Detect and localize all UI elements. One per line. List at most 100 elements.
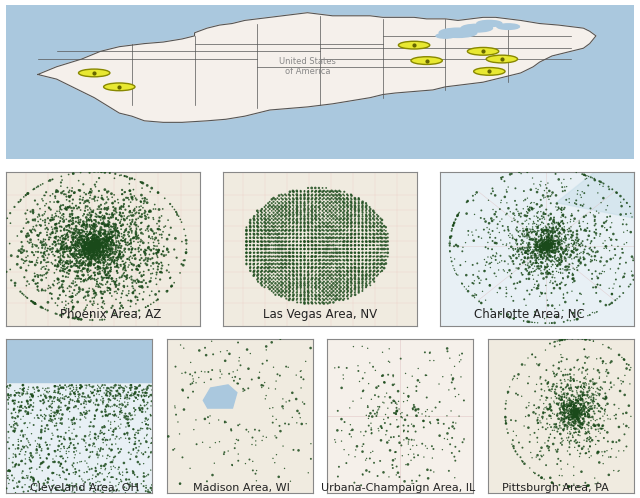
Point xyxy=(95,243,106,251)
Point xyxy=(77,247,88,255)
Point xyxy=(104,243,114,250)
Point xyxy=(74,213,84,221)
Point xyxy=(278,211,288,219)
Point xyxy=(572,405,582,413)
Point xyxy=(511,227,522,235)
Point xyxy=(72,415,82,423)
Point xyxy=(52,406,62,414)
Point xyxy=(303,249,314,256)
Point xyxy=(109,454,119,462)
Point xyxy=(544,246,554,253)
Point xyxy=(25,226,35,234)
Point xyxy=(568,407,578,415)
Point xyxy=(54,278,64,286)
Point xyxy=(567,391,577,399)
Point xyxy=(59,243,69,251)
Point xyxy=(317,207,328,215)
Point xyxy=(292,211,302,219)
Point xyxy=(522,225,532,233)
Point xyxy=(81,221,92,229)
Point xyxy=(303,212,314,220)
Point xyxy=(300,275,310,283)
Point xyxy=(90,482,100,490)
Point xyxy=(362,238,372,246)
Point xyxy=(21,266,31,274)
Point xyxy=(326,252,337,260)
Point xyxy=(142,225,152,233)
Point xyxy=(332,260,342,268)
Point xyxy=(245,245,255,253)
Point xyxy=(71,242,81,250)
Point xyxy=(606,358,616,366)
Point xyxy=(577,420,587,428)
Point xyxy=(566,406,577,414)
Point xyxy=(101,245,111,252)
Point xyxy=(559,391,570,399)
Point xyxy=(579,402,589,410)
Point xyxy=(140,448,150,456)
Point xyxy=(314,283,324,291)
Point xyxy=(95,231,106,239)
Point xyxy=(526,235,536,243)
Point xyxy=(10,425,20,433)
Point xyxy=(76,256,86,264)
Point xyxy=(323,270,333,278)
Point xyxy=(568,241,579,249)
Point xyxy=(296,260,306,268)
Point xyxy=(516,256,526,264)
Point xyxy=(186,380,196,388)
Point xyxy=(556,217,566,225)
Point xyxy=(330,198,340,206)
Point xyxy=(84,217,94,225)
Point xyxy=(548,247,559,255)
Point xyxy=(63,203,73,211)
Point xyxy=(292,295,302,303)
Point xyxy=(352,442,362,450)
Point xyxy=(173,212,184,220)
Point xyxy=(541,242,551,250)
Point xyxy=(91,251,101,259)
Point xyxy=(280,212,291,220)
Point xyxy=(285,188,295,196)
Point xyxy=(365,409,376,417)
Point xyxy=(126,243,136,250)
Point xyxy=(104,219,115,227)
Point xyxy=(616,202,627,210)
Point xyxy=(571,412,581,420)
Point xyxy=(76,216,86,224)
Point xyxy=(256,218,266,226)
Point xyxy=(488,227,498,235)
Point xyxy=(83,251,93,259)
Point xyxy=(103,230,113,238)
Point xyxy=(59,433,69,441)
Point xyxy=(72,290,83,298)
Point xyxy=(155,268,165,276)
Point xyxy=(568,246,579,254)
Point xyxy=(92,242,102,249)
Point xyxy=(280,194,291,202)
Point xyxy=(552,238,562,246)
Point xyxy=(388,397,399,405)
Point xyxy=(122,282,132,290)
Point xyxy=(469,277,479,285)
Point xyxy=(88,242,99,249)
Point xyxy=(259,226,269,234)
Point xyxy=(580,404,591,412)
Point xyxy=(95,316,105,324)
Point xyxy=(417,410,428,418)
Point xyxy=(303,241,313,249)
Point xyxy=(79,252,90,260)
Point xyxy=(604,344,614,352)
Point xyxy=(335,207,346,215)
Point xyxy=(573,421,583,429)
Point xyxy=(260,227,271,235)
Point xyxy=(65,210,75,218)
Point xyxy=(538,274,548,282)
Point xyxy=(63,229,73,237)
Point xyxy=(281,222,291,230)
Point xyxy=(296,194,306,202)
Point xyxy=(556,336,566,344)
Point xyxy=(95,240,105,248)
Point xyxy=(288,242,298,249)
Point xyxy=(74,218,84,226)
